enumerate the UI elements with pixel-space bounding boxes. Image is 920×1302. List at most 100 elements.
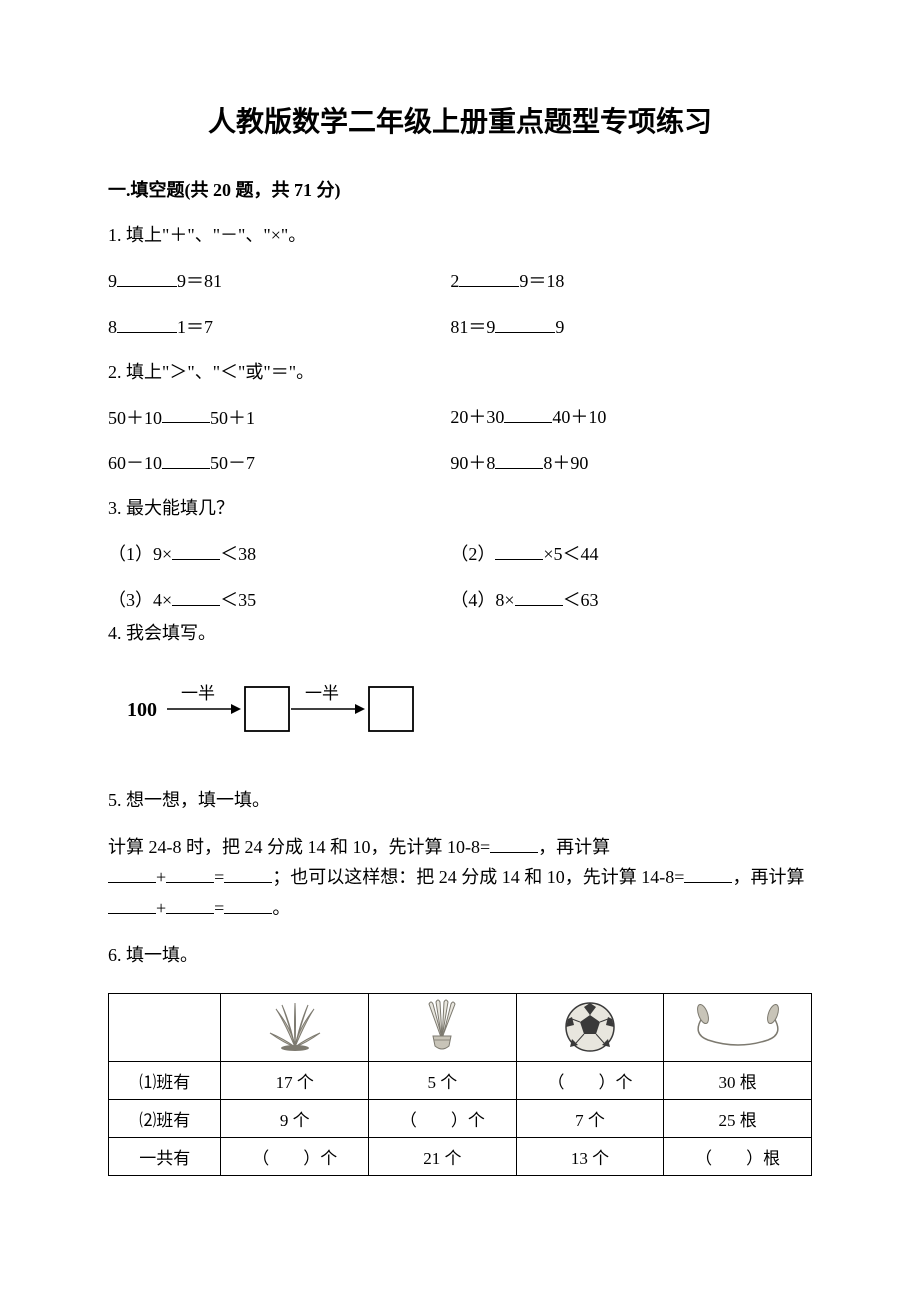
q5-blank4 <box>224 864 272 884</box>
q1-blank4 <box>495 313 555 333</box>
q5-a: 计算 24-8 时，把 24 分成 14 和 10，先计算 10-8= <box>108 837 490 857</box>
soccer-ball-icon <box>562 999 618 1055</box>
q1-row2: 8 1＝7 81＝9 9 <box>108 313 812 341</box>
q5-prompt: 5. 想一想，填一填。 <box>108 787 812 814</box>
q2-r2-a: 60－10 <box>108 453 162 473</box>
q5-d: = <box>214 867 224 887</box>
table-row: ⑵班有 9 个 （ ）个 7 个 25 根 <box>109 1099 812 1137</box>
q1-r1-c: 2 <box>450 271 459 291</box>
q2-r1-c: 20＋30 <box>450 407 504 427</box>
q3-blank4 <box>515 586 563 606</box>
cell: 17 个 <box>221 1061 369 1099</box>
q3-prompt: 3. 最大能填几？ <box>108 495 812 522</box>
q3-blank3 <box>172 586 220 606</box>
svg-text:100: 100 <box>127 699 157 721</box>
q3-p3a: （3）4× <box>108 590 172 610</box>
q3-blank1 <box>172 540 220 560</box>
q2-r2-c: 90＋8 <box>450 453 495 473</box>
q2-r2-d: 8＋90 <box>543 453 588 473</box>
cell: 9 个 <box>221 1099 369 1137</box>
flow-diagram-icon: 100 一半 一半 <box>123 677 443 737</box>
table-corner <box>109 993 221 1061</box>
cell: 7 个 <box>516 1099 664 1137</box>
q2-r2-b: 50－7 <box>210 453 255 473</box>
q1-row1: 9 9＝81 2 9＝18 <box>108 267 812 295</box>
cell: 13 个 <box>516 1137 664 1175</box>
half-label-2: 一半 <box>305 684 339 703</box>
shuttlecock-icon-cell <box>369 993 517 1061</box>
q1-blank3 <box>117 313 177 333</box>
q5-c: + <box>156 867 166 887</box>
q1-blank2 <box>459 267 519 287</box>
cell: （ ）个 <box>516 1061 664 1099</box>
q6-prompt: 6. 填一填。 <box>108 942 812 969</box>
q1-r1-a: 9 <box>108 271 117 291</box>
cell: 21 个 <box>369 1137 517 1175</box>
q3-p4a: （4）8× <box>450 590 514 610</box>
soccer-ball-icon-cell <box>516 993 664 1061</box>
q1-prompt: 1. 填上"＋"、"－"、"×"。 <box>108 222 812 249</box>
table-row: ⑴班有 17 个 5 个 （ ）个 30 根 <box>109 1061 812 1099</box>
half-label-1: 一半 <box>181 684 215 703</box>
q2-r1-b: 50＋1 <box>210 407 255 427</box>
q5-blank1 <box>490 833 538 853</box>
row-header-2: ⑵班有 <box>109 1099 221 1137</box>
cell: 30 根 <box>664 1061 812 1099</box>
section-header: 一.填空题(共 20 题，共 71 分) <box>108 176 812 202</box>
q3-p3b: ＜35 <box>220 590 256 610</box>
q2-row2: 60－10 50－7 90＋8 8＋90 <box>108 449 812 477</box>
q1-r2-b: 1＝7 <box>177 317 213 337</box>
q5-b: ，再计算 <box>538 837 610 857</box>
q5-blank6 <box>108 894 156 914</box>
q6-table: ⑴班有 17 个 5 个 （ ）个 30 根 ⑵班有 9 个 （ ）个 7 个 … <box>108 993 812 1176</box>
q5-body: 计算 24-8 时，把 24 分成 14 和 10，先计算 10-8=，再计算 … <box>108 832 812 924</box>
q1-r2-c: 81＝9 <box>450 317 495 337</box>
q2-row1: 50＋10 50＋1 20＋30 40＋10 <box>108 404 812 432</box>
cell: 5 个 <box>369 1061 517 1099</box>
flower-icon-cell <box>221 993 369 1061</box>
jump-rope-icon <box>688 1004 788 1050</box>
cell: （ ）个 <box>221 1137 369 1175</box>
table-row: 一共有 （ ）个 21 个 13 个 （ ）根 <box>109 1137 812 1175</box>
q5-blank5 <box>684 864 732 884</box>
q4-prompt: 4. 我会填写。 <box>108 620 812 647</box>
flower-icon <box>264 1001 326 1053</box>
q5-h: = <box>214 898 224 918</box>
q4-diagram: 100 一半 一半 <box>123 677 812 737</box>
page-title: 人教版数学二年级上册重点题型专项练习 <box>108 100 812 140</box>
q1-r2-a: 8 <box>108 317 117 337</box>
row-header-1: ⑴班有 <box>109 1061 221 1099</box>
jump-rope-icon-cell <box>664 993 812 1061</box>
q5-f: ，再计算 <box>732 867 804 887</box>
q5-i: 。 <box>272 898 290 918</box>
q5-e: ；也可以这样想：把 24 分成 14 和 10，先计算 14-8= <box>272 867 684 887</box>
q2-prompt: 2. 填上"＞"、"＜"或"＝"。 <box>108 359 812 386</box>
q1-r2-d: 9 <box>555 317 564 337</box>
shuttlecock-icon <box>419 998 465 1056</box>
q2-r1-a: 50＋10 <box>108 407 162 427</box>
q3-p2b: ×5＜44 <box>543 544 598 564</box>
q3-p1a: （1）9× <box>108 544 172 564</box>
q3-p2a: （2） <box>450 544 495 564</box>
q1-blank1 <box>117 267 177 287</box>
q5-blank7 <box>166 894 214 914</box>
q2-blank1 <box>162 404 210 424</box>
q2-blank2 <box>504 404 552 424</box>
q3-p4b: ＜63 <box>563 590 599 610</box>
q3-row2: （3）4× ＜35 （4）8× ＜63 <box>108 586 812 614</box>
q2-blank4 <box>495 449 543 469</box>
q1-r1-b: 9＝81 <box>177 271 222 291</box>
q2-blank3 <box>162 449 210 469</box>
row-header-3: 一共有 <box>109 1137 221 1175</box>
q3-row1: （1）9× ＜38 （2） ×5＜44 <box>108 540 812 568</box>
q2-r1-d: 40＋10 <box>552 407 606 427</box>
cell: （ ）个 <box>369 1099 517 1137</box>
q5-blank8 <box>224 894 272 914</box>
q3-p1b: ＜38 <box>220 544 256 564</box>
q5-g: + <box>156 898 166 918</box>
q5-blank3 <box>166 864 214 884</box>
table-header-row <box>109 993 812 1061</box>
q1-r1-d: 9＝18 <box>519 271 564 291</box>
q5-blank2 <box>108 864 156 884</box>
cell: 25 根 <box>664 1099 812 1137</box>
